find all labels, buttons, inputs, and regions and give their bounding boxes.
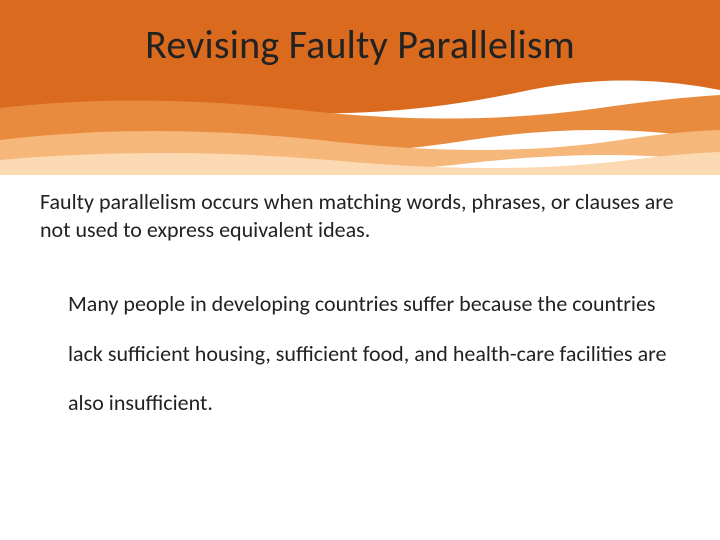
slide-body: Faulty parallelism occurs when matching … — [40, 188, 680, 428]
slide: Revising Faulty Parallelism Faulty paral… — [0, 0, 720, 540]
intro-text: Faulty parallelism occurs when matching … — [40, 188, 680, 243]
slide-title: Revising Faulty Parallelism — [0, 20, 720, 69]
example-text: Many people in developing countries suff… — [40, 279, 680, 428]
